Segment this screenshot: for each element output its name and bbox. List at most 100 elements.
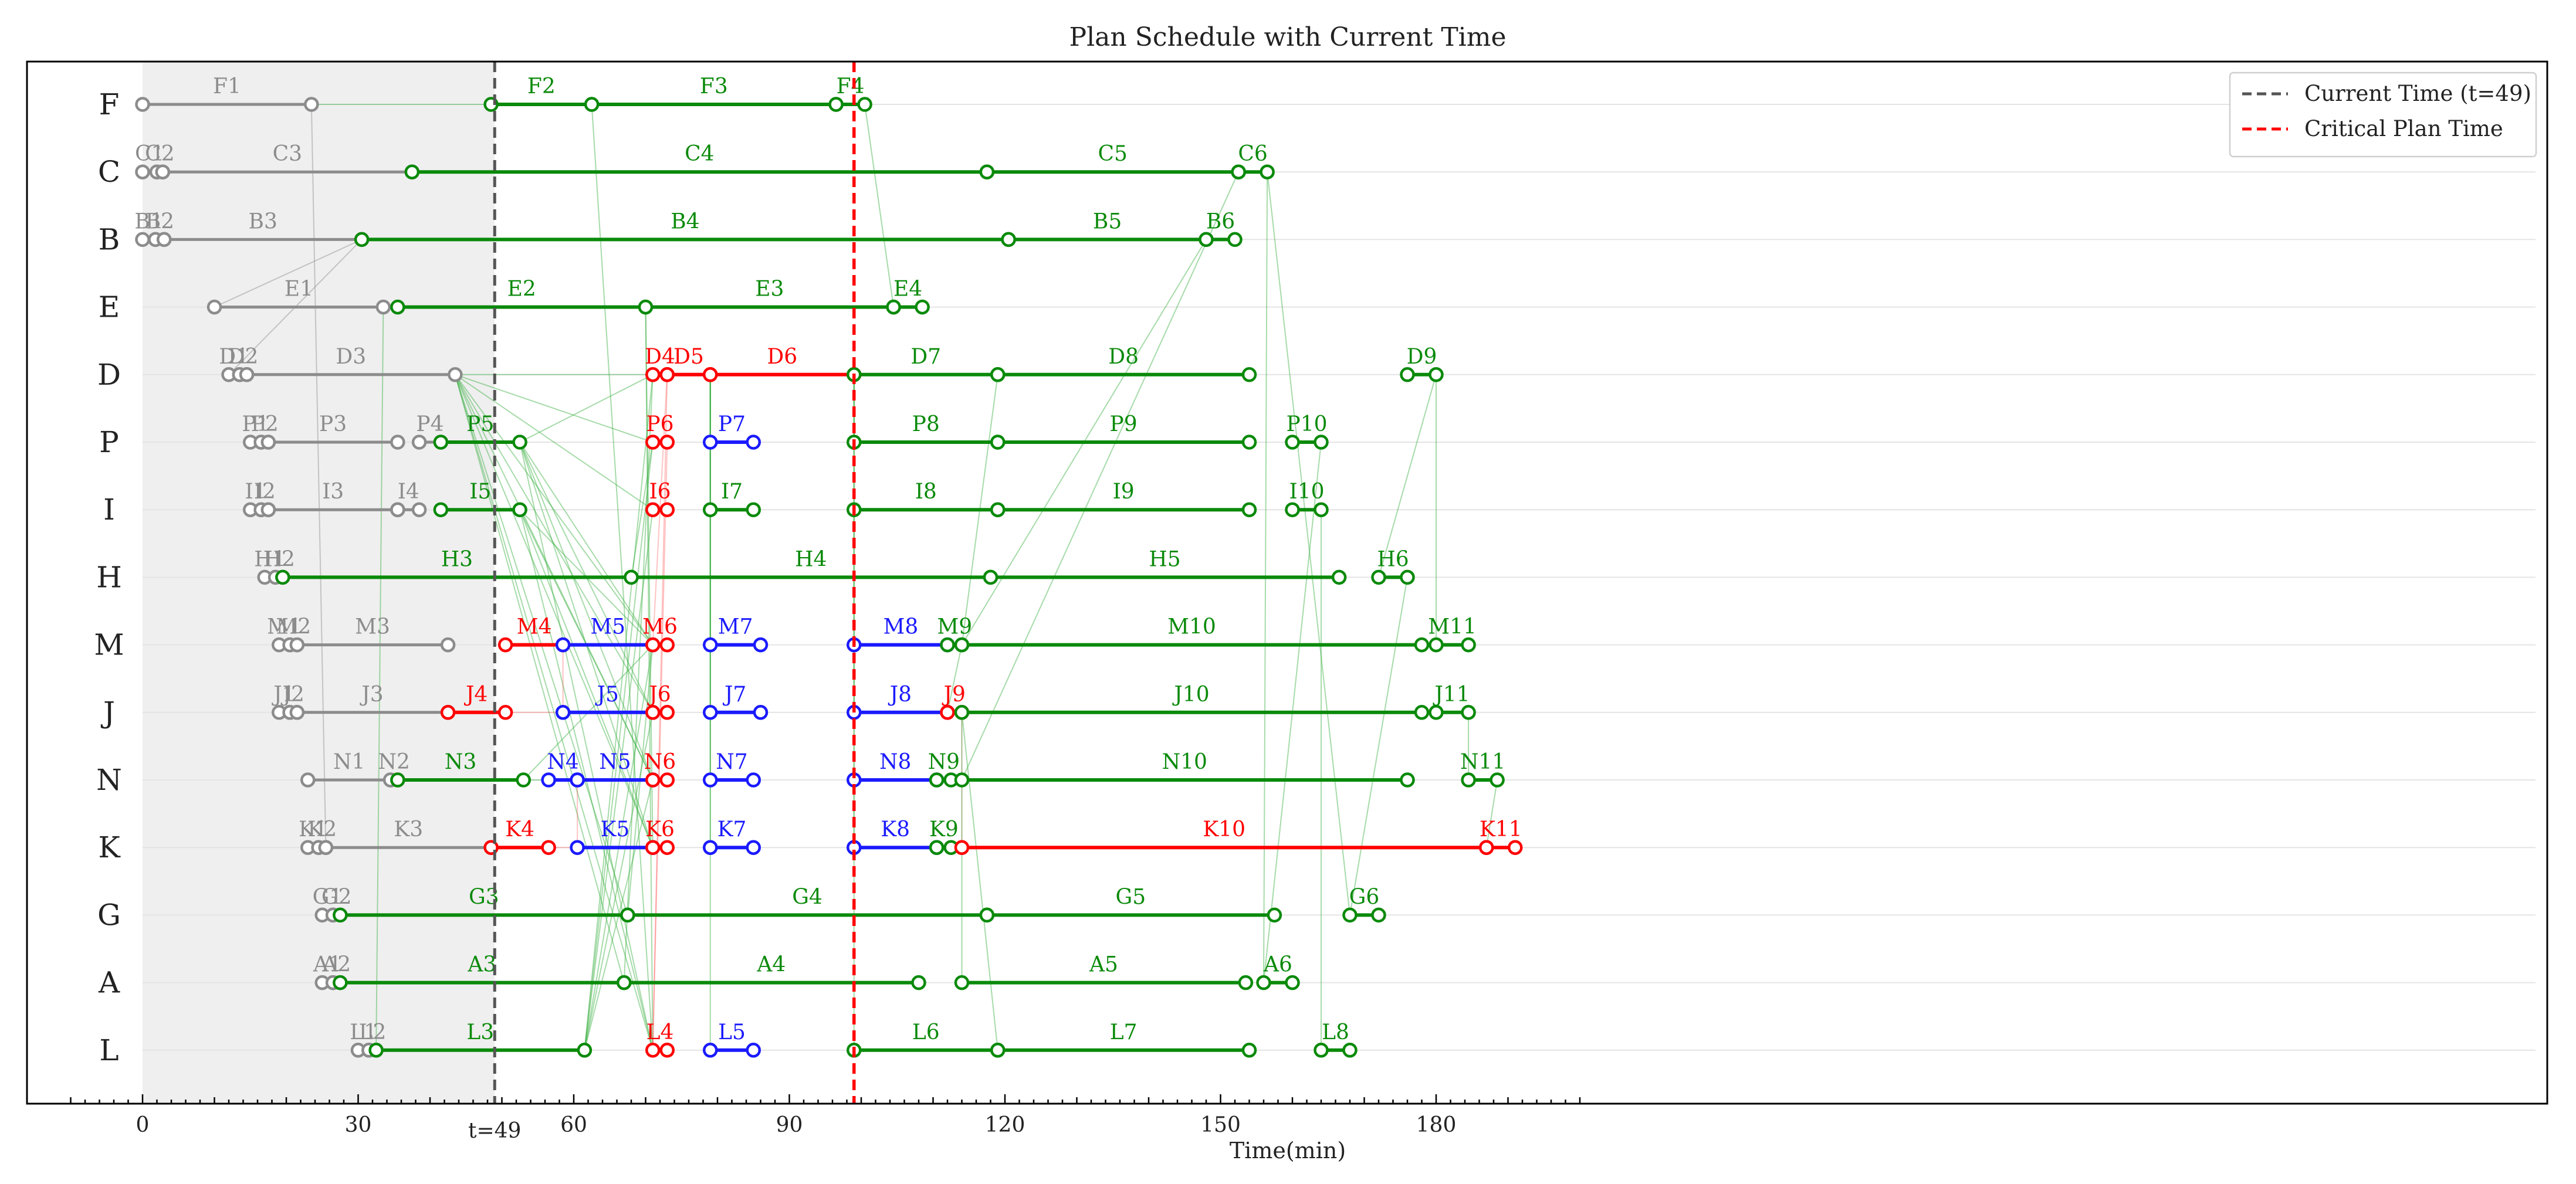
node-J9-start	[940, 705, 955, 720]
segment-label-D1: D1	[219, 345, 249, 369]
segment-label-L8: L8	[1322, 1020, 1349, 1044]
dependency-P6-L4	[652, 442, 668, 1050]
node-M10-end	[1414, 637, 1430, 653]
segment-label-K5: K5	[601, 817, 630, 842]
dependency-P5-M6	[519, 442, 654, 646]
dependency-H3-P6	[631, 442, 654, 578]
node-K11-start	[1479, 840, 1494, 855]
segment-label-I10: I10	[1289, 480, 1324, 504]
node-J4-start	[440, 705, 456, 720]
segment-label-H4: H4	[795, 547, 827, 571]
dependency-F1-K3	[310, 104, 327, 848]
segment-label-I6: I6	[649, 480, 671, 504]
segment-label-B6: B6	[1206, 209, 1235, 233]
segment-label-B3: B3	[249, 209, 277, 233]
node-I10-start	[1285, 502, 1300, 517]
dependency-P5-L4	[519, 442, 654, 1051]
segment-label-M7: M7	[718, 615, 753, 639]
segment-label-K10: K10	[1203, 817, 1245, 842]
node-M7-start	[703, 637, 718, 653]
node-K5-start	[570, 840, 585, 855]
dependency-C6-G6	[1267, 172, 1350, 915]
row-label-G: G	[97, 898, 121, 932]
row-label-M: M	[94, 628, 124, 662]
node-J3-start	[289, 705, 305, 720]
node-A5-end	[1238, 975, 1254, 990]
node-M5-start	[555, 637, 571, 653]
node-A6-end	[1285, 975, 1300, 990]
node-E2-start	[390, 299, 405, 315]
row-label-C: C	[98, 155, 120, 189]
segment-label-F1: F1	[213, 74, 241, 99]
dependency-D3-J6	[455, 374, 654, 713]
segment-label-G6: G6	[1349, 885, 1380, 909]
node-M3-end	[440, 637, 456, 653]
node-D3-end	[448, 367, 463, 382]
node-D8-start	[990, 367, 1006, 382]
segment-label-A2: A2	[321, 953, 351, 977]
segment-label-I1: I1	[245, 480, 266, 504]
node-M6-end	[659, 637, 675, 653]
node-P10-end	[1314, 435, 1329, 450]
node-J4-end	[497, 705, 513, 720]
node-L3-start	[368, 1043, 384, 1058]
node-L8-start	[1314, 1043, 1329, 1058]
node-C4-start	[404, 164, 420, 179]
segment-label-P5: P5	[466, 412, 494, 436]
segment-label-K7: K7	[717, 817, 747, 842]
node-I5-end	[512, 502, 527, 517]
dependency-L3-P6	[584, 442, 654, 1050]
segment-label-M2: M2	[276, 615, 311, 639]
row-label-H: H	[96, 560, 122, 594]
node-J6-end	[659, 705, 675, 720]
segment-label-E2: E2	[507, 277, 536, 301]
segment-label-K8: K8	[881, 817, 910, 842]
segment-label-B5: B5	[1093, 209, 1122, 233]
segment-label-D5: D5	[673, 345, 704, 369]
node-C6-start	[1231, 164, 1246, 179]
segment-label-E4: E4	[893, 277, 922, 301]
node-D9-end	[1429, 367, 1444, 382]
node-P9-end	[1241, 435, 1257, 450]
segment-label-A6: A6	[1263, 953, 1292, 977]
segment-label-J4: J4	[463, 683, 488, 707]
segment-label-L3: L3	[466, 1020, 494, 1044]
node-K9-start	[929, 840, 945, 855]
segment-label-A1: A1	[313, 953, 342, 977]
segment-label-K3: K3	[394, 817, 423, 842]
dependency-H6-G6	[1349, 577, 1408, 915]
node-G3-start	[333, 907, 348, 923]
segment-label-D9: D9	[1407, 345, 1437, 369]
node-I4-start	[390, 502, 405, 517]
current-time-tick-label: t=49	[468, 1119, 521, 1143]
row-label-E: E	[99, 290, 120, 324]
node-B1-start	[135, 232, 150, 247]
segment-label-P7: P7	[718, 412, 746, 436]
segment-label-D7: D7	[910, 345, 941, 369]
node-P6-start	[645, 435, 661, 450]
x-tick-label-120: 120	[985, 1113, 1025, 1137]
node-L4-start	[645, 1043, 661, 1058]
segment-label-G4: G4	[792, 885, 822, 909]
segment-label-D2: D2	[228, 345, 259, 369]
row-label-L: L	[99, 1033, 119, 1067]
node-I3-start	[260, 502, 276, 517]
node-L5-start	[703, 1043, 718, 1058]
segment-label-B4: B4	[671, 209, 699, 233]
x-tick-label-180: 180	[1416, 1113, 1457, 1137]
row-label-I: I	[103, 493, 115, 527]
segment-label-H1: H1	[254, 547, 286, 571]
node-E4-start	[886, 299, 901, 315]
segment-label-B2: B2	[145, 209, 174, 233]
node-D5-start	[659, 367, 675, 382]
node-B3-start	[157, 232, 172, 247]
segment-label-C1: C1	[135, 142, 164, 166]
node-E1-start	[207, 299, 222, 315]
node-I5-start	[433, 502, 449, 517]
legend-current-time-label: Current Time (t=49)	[2304, 81, 2531, 106]
node-K6-start	[645, 840, 661, 855]
segment-label-F2: F2	[527, 74, 556, 99]
node-N1-start	[300, 772, 316, 788]
node-D6-start	[703, 367, 718, 382]
segment-label-N9: N9	[928, 750, 960, 774]
